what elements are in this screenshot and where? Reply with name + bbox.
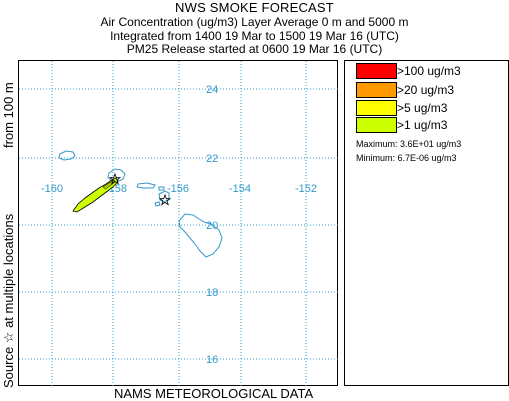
- source-markers: [108, 172, 172, 206]
- lon-label-152: -152: [295, 183, 317, 195]
- source-star-icon-oahu: [108, 172, 122, 185]
- coastlines: [58, 150, 223, 258]
- molokai-outline: [136, 182, 156, 189]
- maximum-value: Maximum: 3.6E+01 ug/m3: [356, 139, 462, 149]
- minimum-value: Minimum: 6.7E-06 ug/m3: [356, 153, 457, 163]
- legend-item-gt5: >5 ug/m3: [356, 100, 506, 116]
- lat-label-20: 20: [206, 220, 218, 232]
- lon-label-156: -156: [167, 183, 189, 195]
- lat-label-16: 16: [206, 354, 218, 366]
- legend-item-gt100: >100 ug/m3: [356, 63, 506, 79]
- map-panel: 24 22 20 18 16 -160 -158 -156 -154 -152: [18, 60, 339, 387]
- met-data-label: NAMS METEOROLOGICAL DATA: [114, 386, 314, 401]
- source-side-label: Source ☆ at multiple locations from 100 …: [0, 60, 18, 390]
- title-release-line: PM25 Release started at 0600 19 Mar 16 (…: [126, 42, 383, 56]
- lat-label-18: 18: [206, 287, 218, 299]
- map-canvas: 24 22 20 18 16 -160 -158 -156 -154 -152: [19, 61, 339, 387]
- legend-item-gt1: >1 ug/m3: [356, 117, 506, 133]
- legend-swatch-lime: [356, 117, 397, 133]
- kauai-outline: [58, 150, 76, 161]
- title-integration-line: Integrated from 1400 19 Mar to 1500 19 M…: [110, 29, 399, 43]
- source-locations-text: Source ☆ at multiple locations: [1, 213, 16, 388]
- lon-label-160: -160: [41, 183, 63, 195]
- oahu-outline: [107, 168, 126, 183]
- legend-label: >20 ug/m3: [397, 83, 455, 97]
- kahoolawe-outline: [154, 201, 161, 207]
- lat-label-22: 22: [206, 153, 218, 165]
- legend-swatch-red: [356, 63, 397, 79]
- legend-panel: >100 ug/m3 >20 ug/m3 >5 ug/m3 >1 ug/m3 M…: [344, 60, 509, 386]
- title-concentration-line: Air Concentration (ug/m3) Layer Average …: [100, 15, 409, 29]
- legend-item-gt20: >20 ug/m3: [356, 82, 506, 98]
- legend-swatch-yellow: [356, 100, 397, 116]
- lon-label-154: -154: [229, 183, 251, 195]
- lanai-outline: [158, 186, 165, 191]
- source-star-icon-maui: [158, 193, 172, 206]
- legend-label: >1 ug/m3: [397, 118, 448, 132]
- smoke-plume: [72, 177, 119, 213]
- legend-label: >100 ug/m3: [397, 64, 461, 78]
- source-height-text: from 100 m: [1, 82, 16, 148]
- legend-label: >5 ug/m3: [397, 101, 448, 115]
- big-island-outline: [178, 213, 223, 258]
- lat-label-24: 24: [206, 84, 218, 96]
- map-title: NWS SMOKE FORECAST: [175, 0, 334, 15]
- legend-swatch-orange: [356, 82, 397, 98]
